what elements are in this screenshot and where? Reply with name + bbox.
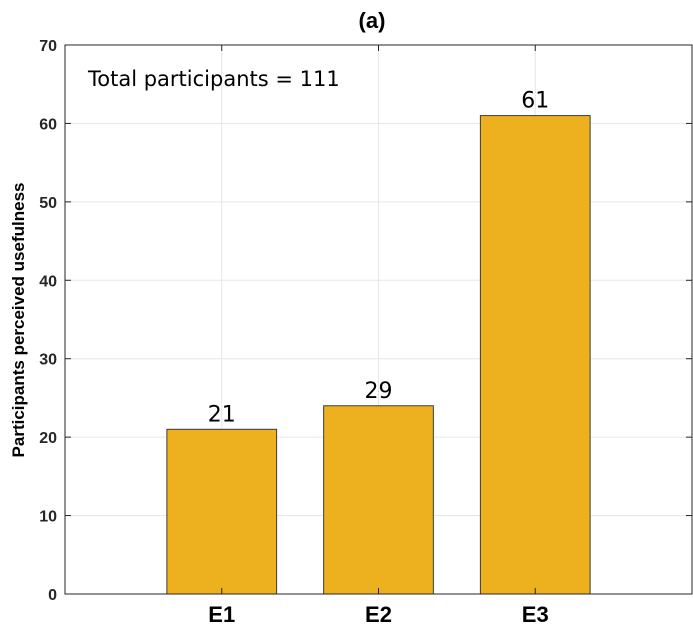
data-label-e1: 21 <box>208 402 236 427</box>
x-tick-e3: E3 <box>522 602 549 627</box>
tick-and-data-labels: 21 E1 29 E2 61 E3 0 10 20 30 40 50 60 70 <box>39 38 549 627</box>
y-tick-label-40: 40 <box>39 273 57 290</box>
total-participants-annotation: Total participants = 111 <box>87 67 340 91</box>
bar-e1 <box>166 428 278 595</box>
y-tick-label-20: 20 <box>39 430 57 447</box>
bar-e3 <box>479 115 591 595</box>
x-tick-e2: E2 <box>365 602 392 627</box>
y-axis-label: Participants perceived usefulness <box>9 183 28 458</box>
bar-e2 <box>323 405 434 595</box>
y-tick-label-60: 60 <box>39 116 57 133</box>
y-tick-label-30: 30 <box>39 352 57 369</box>
x-tick-e1: E1 <box>208 602 235 627</box>
y-tick-label-50: 50 <box>39 195 57 212</box>
axes <box>64 44 693 595</box>
y-tick-label-70: 70 <box>39 38 57 55</box>
y-tick-label-0: 0 <box>48 587 57 604</box>
data-label-e3: 61 <box>521 89 549 114</box>
bars <box>166 115 591 595</box>
data-label-e2: 29 <box>365 379 393 404</box>
chart-title: (a) <box>359 8 386 33</box>
y-tick-label-10: 10 <box>39 509 57 526</box>
